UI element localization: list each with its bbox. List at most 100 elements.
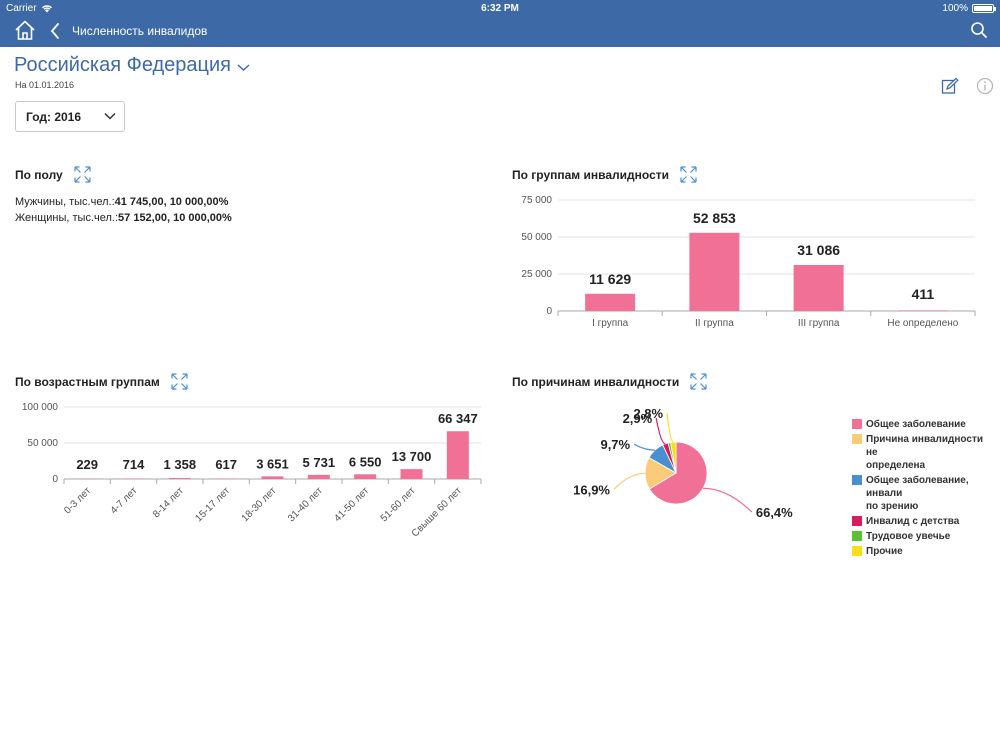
legend-label: Прочие bbox=[866, 546, 903, 557]
pie-leader-line bbox=[655, 418, 666, 445]
pie-slice-label: 2,9% bbox=[623, 411, 653, 426]
expand-icon[interactable] bbox=[679, 165, 698, 184]
legend-label: Общее заболевание bbox=[866, 419, 966, 430]
bar bbox=[354, 474, 377, 479]
bar-value-label: 66 347 bbox=[438, 411, 478, 426]
bar bbox=[307, 474, 330, 479]
x-tick-label: I группа bbox=[592, 318, 628, 329]
ages-section-title: По возрастным группам bbox=[15, 374, 160, 389]
causes-legend: Общее заболевание Причина инвалидности не… bbox=[852, 418, 992, 560]
y-tick-label: 0 bbox=[52, 474, 58, 485]
pie-slice-label: 2,8% bbox=[633, 406, 663, 421]
region-selector[interactable]: Российская Федерация bbox=[14, 54, 250, 77]
bar-value-label: 52 853 bbox=[693, 210, 736, 226]
search-icon[interactable] bbox=[970, 21, 988, 39]
bar-value-label: 617 bbox=[215, 457, 237, 472]
chevron-down-icon bbox=[104, 112, 116, 120]
expand-icon[interactable] bbox=[689, 372, 708, 391]
year-dropdown-value: Год: 2016 bbox=[26, 109, 82, 124]
bar-value-label: 229 bbox=[76, 457, 98, 472]
pie-leader-line bbox=[633, 443, 655, 451]
pie-slice-label: 16,9% bbox=[573, 482, 610, 497]
bar bbox=[689, 232, 740, 311]
legend-item: Общее заболевание bbox=[852, 418, 992, 431]
groups-section-title: По группам инвалидности bbox=[512, 167, 669, 182]
x-tick-label: III группа bbox=[798, 318, 840, 329]
pie-leader-line bbox=[666, 413, 674, 443]
legend-swatch bbox=[852, 546, 862, 556]
nav-title: Численность инвалидов bbox=[72, 24, 208, 38]
bar-value-label: 1 358 bbox=[164, 457, 197, 472]
region-title: Российская Федерация bbox=[14, 54, 232, 76]
home-icon[interactable] bbox=[14, 19, 36, 41]
legend-label: Инвалид с детства bbox=[866, 516, 960, 527]
legend-label: Трудовое увечье bbox=[866, 531, 951, 542]
legend-swatch bbox=[852, 434, 862, 444]
bar bbox=[585, 293, 636, 311]
legend-swatch bbox=[852, 419, 862, 429]
bar bbox=[897, 310, 948, 311]
gender-row-male: Мужчины, тыс.чел.:41 745,00, 10 000,00% bbox=[15, 196, 229, 208]
causes-section-title: По причинам инвалидности bbox=[512, 374, 680, 389]
legend-item: Причина инвалидности не определена bbox=[852, 433, 992, 472]
y-tick-label: 50 000 bbox=[521, 232, 552, 243]
bar-value-label: 5 731 bbox=[303, 455, 336, 470]
bar-value-label: 714 bbox=[123, 457, 145, 472]
gender-stats: Мужчины, тыс.чел.:41 745,00, 10 000,00% … bbox=[15, 194, 232, 226]
top-bar: Carrier 6:32 PM 100% Чис bbox=[0, 0, 1000, 47]
bar-value-label: 411 bbox=[912, 286, 935, 302]
expand-icon[interactable] bbox=[73, 165, 92, 184]
gender-section-header: По полу bbox=[15, 165, 92, 184]
y-tick-label: 100 000 bbox=[22, 402, 59, 413]
legend-item: Трудовое увечье bbox=[852, 530, 992, 543]
edit-icon[interactable] bbox=[941, 77, 959, 95]
back-chevron-icon[interactable] bbox=[48, 21, 62, 41]
bar-value-label: 31 086 bbox=[797, 242, 840, 258]
causes-section-header: По причинам инвалидности bbox=[512, 372, 708, 391]
groups-section-header: По группам инвалидности bbox=[512, 165, 698, 184]
chevron-down-icon bbox=[237, 64, 250, 72]
legend-label: Причина инвалидности не определена bbox=[866, 434, 984, 471]
ages-section-header: По возрастным группам bbox=[15, 372, 189, 391]
pie-slice-label: 66,4% bbox=[756, 505, 793, 520]
wifi-icon bbox=[41, 5, 52, 13]
y-tick-label: 50 000 bbox=[27, 438, 58, 449]
y-tick-label: 0 bbox=[546, 306, 552, 317]
nav-bar: Численность инвалидов bbox=[0, 16, 1000, 47]
pie-leader-line bbox=[702, 487, 753, 513]
expand-icon[interactable] bbox=[170, 372, 189, 391]
x-tick-label: II группа bbox=[695, 318, 734, 329]
info-icon[interactable] bbox=[976, 77, 994, 95]
legend-swatch bbox=[852, 531, 862, 541]
battery-icon bbox=[972, 4, 996, 13]
x-tick-label: Не определено bbox=[887, 318, 958, 329]
bar bbox=[261, 476, 284, 479]
bar-value-label: 3 651 bbox=[256, 456, 289, 471]
bar bbox=[400, 469, 423, 479]
legend-label: Общее заболевание, инвали по зрению bbox=[866, 475, 969, 512]
gender-section-title: По полу bbox=[15, 167, 63, 182]
legend-item: Инвалид с детства bbox=[852, 515, 992, 528]
pie-leader-line bbox=[613, 472, 646, 490]
bar-value-label: 6 550 bbox=[349, 454, 382, 469]
bar bbox=[168, 478, 191, 479]
bar-value-label: 13 700 bbox=[392, 449, 432, 464]
year-dropdown[interactable]: Год: 2016 bbox=[15, 101, 125, 132]
bar bbox=[793, 264, 844, 311]
y-tick-label: 25 000 bbox=[521, 269, 552, 280]
bar-value-label: 11 629 bbox=[589, 271, 631, 287]
as-of-date: На 01.01.2016 bbox=[15, 80, 75, 90]
status-time: 6:32 PM bbox=[481, 3, 519, 14]
bar bbox=[446, 431, 469, 479]
legend-item: Общее заболевание, инвали по зрению bbox=[852, 474, 992, 513]
battery-percent: 100% bbox=[942, 3, 968, 14]
legend-item: Прочие bbox=[852, 545, 992, 558]
carrier-label: Carrier bbox=[6, 3, 37, 14]
gender-row-female: Женщины, тыс.чел.:57 152,00, 10 000,00% bbox=[15, 212, 232, 224]
y-tick-label: 75 000 bbox=[521, 195, 552, 206]
bar bbox=[122, 478, 145, 479]
